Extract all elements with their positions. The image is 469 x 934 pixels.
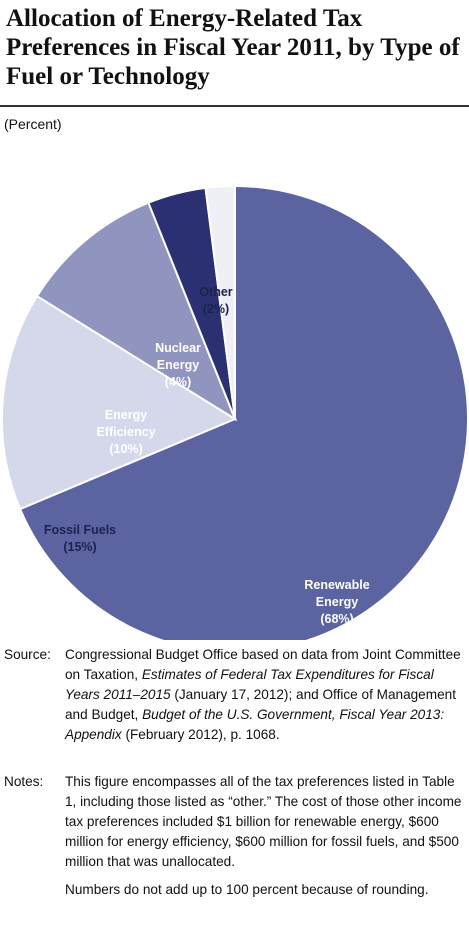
slice-value: (15%) <box>63 540 97 554</box>
source-label: Source: <box>4 647 51 662</box>
notes-label: Notes: <box>4 774 44 789</box>
slice-label: Energy Efficiency (10%) <box>86 407 166 458</box>
slice-label: Other (2%) <box>176 284 256 318</box>
slice-label: Fossil Fuels (15%) <box>40 522 120 556</box>
slice-value: (10%) <box>109 442 143 456</box>
source: Source: Congressional Budget Office base… <box>4 645 466 745</box>
source-part: Budget of the U.S. Government, Fiscal Ye… <box>65 707 445 742</box>
source-part: (January 17, 2012); and Office of Manage… <box>65 687 456 722</box>
note-paragraph: This figure encompasses all of the tax p… <box>65 774 462 869</box>
slice-label: Nuclear Energy (4%) <box>138 340 218 391</box>
slice-value: (4%) <box>164 375 192 389</box>
pie-chart <box>1 184 469 640</box>
source-part: Estimates of Federal Tax Expenditures fo… <box>65 667 434 702</box>
slice-label: Renewable Energy (68%) <box>297 577 377 628</box>
source-part: (February 2012), p. 1068. <box>121 727 280 742</box>
slice-value: (68%) <box>320 612 354 626</box>
slice-name: Other <box>199 285 233 299</box>
chart-title: Allocation of Energy-Related Tax Prefere… <box>6 5 460 90</box>
notes: Notes: This figure encompasses all of th… <box>4 772 466 908</box>
slice-name: Renewable Energy <box>304 578 370 609</box>
title-rule <box>0 105 469 107</box>
notes-text: This figure encompasses all of the tax p… <box>65 772 466 908</box>
source-part: Congressional Budget Office based on dat… <box>65 647 461 682</box>
slice-name: Energy Efficiency <box>96 408 156 439</box>
slice-name: Nuclear Energy <box>155 341 201 372</box>
pie-slice <box>18 184 469 640</box>
pie-slice <box>35 201 238 422</box>
chart-subtitle: (Percent) <box>4 116 62 132</box>
note-paragraph: Numbers do not add up to 100 percent bec… <box>65 882 429 897</box>
pie-slice <box>204 184 236 420</box>
slice-name: Fossil Fuels <box>43 523 117 537</box>
pie-slice <box>1 294 238 511</box>
slice-value: (2%) <box>202 302 230 316</box>
source-text: Congressional Budget Office based on dat… <box>65 645 466 745</box>
